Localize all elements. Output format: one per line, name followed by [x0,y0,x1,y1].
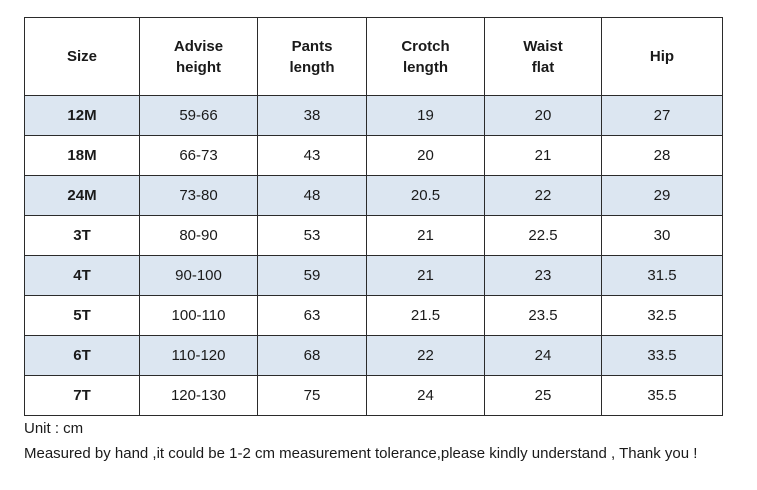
header-size: Size [24,17,140,96]
table-row: 24M 73-80 48 20.5 22 29 [24,175,723,216]
cell-advise-height: 100-110 [139,295,258,336]
table-row: 6T 110-120 68 22 24 33.5 [24,335,723,376]
cell-pants-length: 59 [257,255,367,296]
size-chart-table: Size Advise height Pants length Crotch l… [24,17,723,416]
cell-size: 5T [24,295,140,336]
table-row: 7T 120-130 75 24 25 35.5 [24,375,723,416]
cell-crotch-length: 20.5 [366,175,485,216]
cell-waist-flat: 22 [484,175,602,216]
cell-waist-flat: 24 [484,335,602,376]
cell-pants-length: 63 [257,295,367,336]
tolerance-note: Measured by hand ,it could be 1-2 cm mea… [24,445,698,462]
header-advise-height: Advise height [139,17,258,96]
cell-size: 6T [24,335,140,376]
cell-crotch-length: 21.5 [366,295,485,336]
cell-advise-height: 110-120 [139,335,258,376]
cell-crotch-length: 21 [366,215,485,256]
cell-crotch-length: 24 [366,375,485,416]
cell-hip: 27 [601,95,723,136]
cell-pants-length: 53 [257,215,367,256]
header-hip: Hip [601,17,723,96]
cell-size: 18M [24,135,140,176]
cell-pants-length: 68 [257,335,367,376]
cell-waist-flat: 23.5 [484,295,602,336]
cell-advise-height: 90-100 [139,255,258,296]
cell-hip: 32.5 [601,295,723,336]
header-row: Size Advise height Pants length Crotch l… [24,17,723,96]
cell-pants-length: 48 [257,175,367,216]
table-row: 5T 100-110 63 21.5 23.5 32.5 [24,295,723,336]
cell-waist-flat: 20 [484,95,602,136]
cell-size: 7T [24,375,140,416]
cell-crotch-length: 21 [366,255,485,296]
cell-size: 3T [24,215,140,256]
cell-hip: 35.5 [601,375,723,416]
header-pants-length: Pants length [257,17,367,96]
unit-note: Unit : cm [24,420,84,437]
cell-advise-height: 73-80 [139,175,258,216]
cell-advise-height: 80-90 [139,215,258,256]
table-row: 18M 66-73 43 20 21 28 [24,135,723,176]
cell-hip: 29 [601,175,723,216]
cell-pants-length: 43 [257,135,367,176]
cell-waist-flat: 22.5 [484,215,602,256]
cell-hip: 28 [601,135,723,176]
header-waist-flat: Waist flat [484,17,602,96]
header-crotch-length: Crotch length [366,17,485,96]
cell-hip: 30 [601,215,723,256]
cell-advise-height: 120-130 [139,375,258,416]
cell-hip: 33.5 [601,335,723,376]
cell-crotch-length: 20 [366,135,485,176]
cell-crotch-length: 19 [366,95,485,136]
cell-hip: 31.5 [601,255,723,296]
cell-size: 12M [24,95,140,136]
table-row: 3T 80-90 53 21 22.5 30 [24,215,723,256]
cell-size: 24M [24,175,140,216]
cell-crotch-length: 22 [366,335,485,376]
cell-waist-flat: 23 [484,255,602,296]
cell-size: 4T [24,255,140,296]
cell-waist-flat: 21 [484,135,602,176]
table-row: 12M 59-66 38 19 20 27 [24,95,723,136]
cell-pants-length: 38 [257,95,367,136]
cell-waist-flat: 25 [484,375,602,416]
cell-pants-length: 75 [257,375,367,416]
table-row: 4T 90-100 59 21 23 31.5 [24,255,723,296]
cell-advise-height: 66-73 [139,135,258,176]
cell-advise-height: 59-66 [139,95,258,136]
